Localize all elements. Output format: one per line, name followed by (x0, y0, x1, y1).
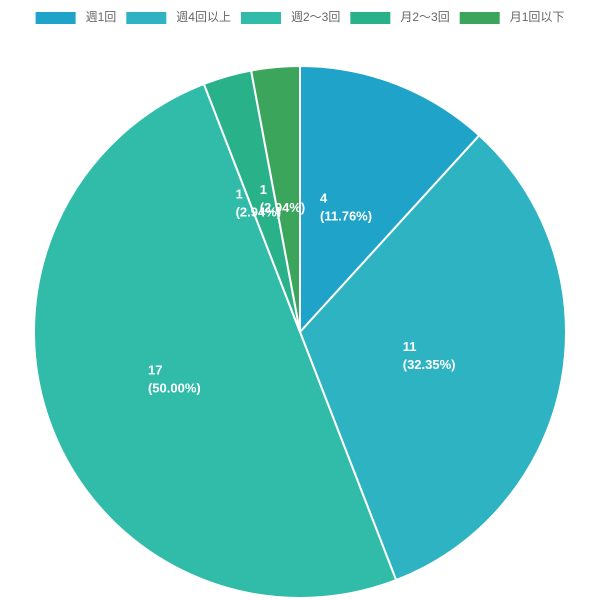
percent-label: (50.00%) (148, 380, 201, 395)
legend-swatch (459, 12, 500, 24)
percent-label: (11.76%) (320, 208, 372, 223)
data-label: 11 (403, 339, 417, 354)
legend-label: 週1回 (86, 10, 117, 24)
legend-label: 月1回以下 (510, 10, 565, 24)
percent-label: (32.35%) (403, 357, 456, 372)
legend-item: 週1回 (35, 10, 117, 24)
legend-label: 週4回以上 (176, 10, 231, 24)
legend-swatch (35, 12, 76, 24)
legend-swatch (126, 12, 167, 24)
data-label: 17 (148, 362, 162, 377)
pie-slice (33, 82, 398, 599)
pie-slice (298, 134, 567, 582)
legend-item: 週2〜3回 (240, 10, 340, 24)
legend-item: 月2〜3回 (350, 10, 450, 24)
pie-slice (249, 64, 301, 333)
pie-slice (299, 64, 481, 335)
data-label: 1 (260, 182, 267, 197)
legend-label: 月2〜3回 (400, 10, 449, 24)
data-label: 4 (320, 190, 328, 205)
percent-label: (2.94%) (236, 205, 282, 220)
legend-item: 月1回以下 (459, 10, 565, 24)
percent-label: (2.94%) (260, 200, 306, 215)
legend-swatch (240, 12, 281, 24)
legend-swatch (350, 12, 391, 24)
legend-item: 週4回以上 (126, 10, 231, 24)
data-label: 1 (236, 187, 243, 202)
legend-label: 週2〜3回 (291, 10, 340, 24)
